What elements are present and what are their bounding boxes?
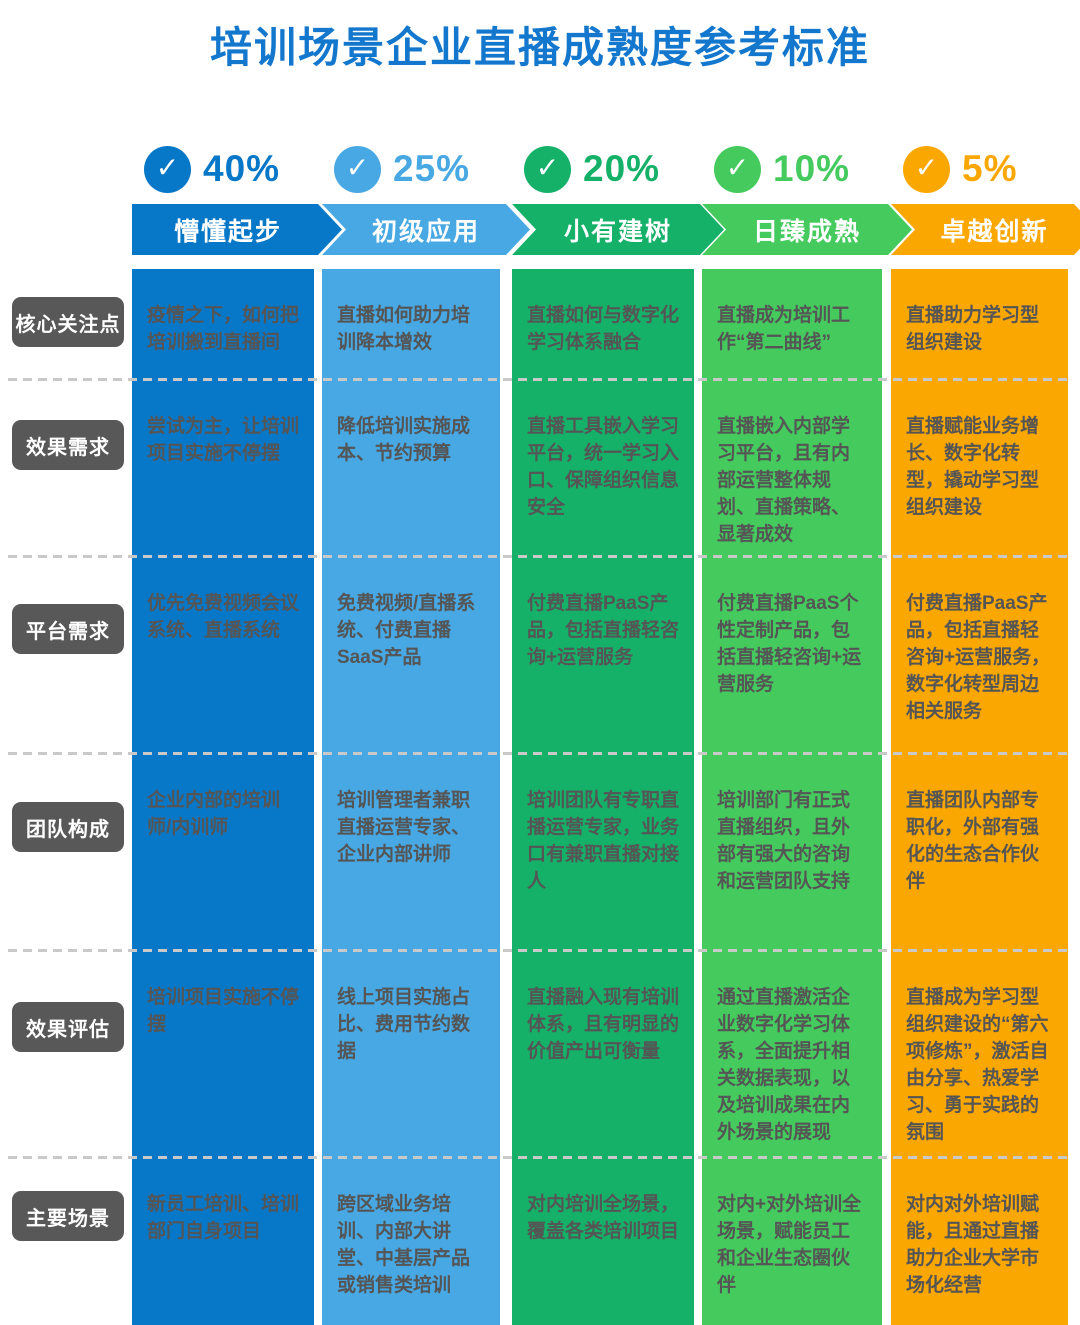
stage-arrow-label: 日臻成熟 <box>752 217 861 246</box>
matrix-cell: 直播嵌入内部学习平台，且有内部运营整体规划、直播策略、显著成效 <box>717 416 851 545</box>
matrix-cell: 疫情之下，如何把培训搬到直播间 <box>147 305 300 353</box>
stage-arrow-label: 懵懂起步 <box>173 217 282 246</box>
stage-column: 直播如何助力培训降本增效 降低培训实施成本、节约预算免费视频/直播系统、付费直播S… <box>322 269 500 1325</box>
check-circle-icon: ✓ <box>714 145 761 193</box>
matrix-cell: 直播融入现有培训体系，且有明显的价值产出可衡量 <box>527 987 680 1062</box>
row-divider-line <box>8 378 1069 381</box>
row-label: 效果需求 <box>12 420 124 470</box>
check-icon: ✓ <box>914 152 939 183</box>
row-divider-line <box>8 555 1069 558</box>
matrix-cell: 付费直播PaaS产品，包括直播轻咨询+运营服务 <box>527 593 680 668</box>
stage-arrow-header: 初级应用 <box>322 204 530 255</box>
matrix-cell: 直播赋能业务增长、数字化转型，撬动学习型组织建设 <box>906 416 1040 518</box>
check-icon: ✓ <box>345 152 370 183</box>
check-circle-icon: ✓ <box>903 145 950 193</box>
row-divider-line <box>8 1156 1069 1159</box>
matrix-cell: 直播成为培训工作“第二曲线” <box>717 305 851 353</box>
page-title: 培训场景企业直播成熟度参考标准 <box>209 24 870 71</box>
matrix-cell: 对内培训全场景，覆盖各类培训项目 <box>527 1194 680 1242</box>
stage-column: 直播助力学习型组织建设直播赋能业务增长、数字化转型，撬动学习型组织建设付费直播P… <box>891 269 1068 1325</box>
matrix-cell: 培训项目实施不停摆 <box>147 987 300 1035</box>
stage-percent-badge: ✓ 25% <box>322 143 500 195</box>
row-label: 平台需求 <box>12 604 124 654</box>
matrix-cell: 付费直播PaaS个性定制产品，包括直播轻咨询+运营服务 <box>717 593 862 695</box>
matrix-cell: 免费视频/直播系统、付费直播SaaS产品 <box>337 593 476 668</box>
matrix-cell: 直播如何助力培训降本增效 <box>337 305 471 353</box>
matrix-cell: 直播成为学习型组织建设的“第六项修炼”，激活自由分享、热爱学习、勇于实践的氛围 <box>906 987 1049 1143</box>
stage-percent-badge: ✓ 40% <box>132 143 314 195</box>
row-label: 主要场景 <box>12 1191 124 1241</box>
matrix-cell: 对内+对外培训全场景，赋能员工和企业生态圈伙伴 <box>717 1194 862 1296</box>
matrix-cell: 跨区域业务培训、内部大讲堂、中基层产品或销售类培训 <box>337 1194 471 1296</box>
matrix-cell: 培训团队有专职直播运营专家，业务口有兼职直播对接人 <box>527 790 680 892</box>
check-circle-icon: ✓ <box>144 145 191 193</box>
check-circle-icon: ✓ <box>334 145 381 193</box>
check-icon: ✓ <box>535 152 560 183</box>
stage-arrow-label: 卓越创新 <box>940 217 1049 246</box>
matrix-cell: 培训管理者兼职直播运营专家、企业内部讲师 <box>337 790 471 865</box>
matrix-cell: 对内对外培训赋能，且通过直播助力企业大学市场化经营 <box>906 1194 1040 1296</box>
stage-percent-label: 25% <box>393 148 471 189</box>
stage-percent-badge: ✓ 5% <box>891 143 1068 195</box>
stage-arrow-header: 懵懂起步 <box>132 204 342 255</box>
stage-percent-badge: ✓ 10% <box>702 143 882 195</box>
row-label: 效果评估 <box>12 1002 124 1052</box>
stage-arrow-label: 小有建树 <box>563 217 672 246</box>
matrix-cell: 线上项目实施占比、费用节约数据 <box>337 987 471 1062</box>
stage-percent-label: 10% <box>773 148 851 189</box>
matrix-cell: 优先免费视频会议系统、直播系统 <box>147 593 300 641</box>
stage-column: 直播成为培训工作“第二曲线” 直播嵌入内部学习平台，且有内部运营整体规划、直播策略… <box>702 269 882 1325</box>
row-label: 核心关注点 <box>12 297 124 347</box>
matrix-cell: 直播如何与数字化学习体系融合 <box>527 305 680 353</box>
row-divider-line <box>8 752 1069 755</box>
matrix-cell: 企业内部的培训师/内训师 <box>147 790 281 838</box>
stage-arrow-label: 初级应用 <box>371 217 480 246</box>
stage-arrow-header: 日臻成熟 <box>702 204 912 255</box>
stage-percent-label: 20% <box>583 148 661 189</box>
matrix-cell: 付费直播PaaS产品，包括直播轻咨询+运营服务，数字化转型周边相关服务 <box>906 593 1051 722</box>
check-icon: ✓ <box>725 152 750 183</box>
matrix-cell: 降低培训实施成本、节约预算 <box>337 416 471 464</box>
stage-column: 直播如何与数字化学习体系融合直播工具嵌入学习平台，统一学习入口、保障组织信息安全… <box>512 269 694 1325</box>
matrix-cell: 培训部门有正式直播组织，且外部有强大的咨询和运营团队支持 <box>717 790 851 892</box>
matrix-cell: 通过直播激活企业数字化学习体系，全面提升相关数据表现，以及培训成果在内外场景的展… <box>717 987 851 1143</box>
matrix-cell: 直播助力学习型组织建设 <box>906 305 1040 353</box>
matrix-cell: 新员工培训、培训部门自身项目 <box>147 1194 300 1242</box>
matrix-cell: 直播工具嵌入学习平台，统一学习入口、保障组织信息安全 <box>527 416 680 518</box>
stage-arrow-header: 小有建树 <box>512 204 724 255</box>
stage-percent-badge: ✓ 20% <box>512 143 694 195</box>
stage-arrow-header: 卓越创新 <box>891 204 1080 255</box>
matrix-cell: 直播团队内部专职化，外部有强化的生态合作伙伴 <box>906 790 1040 892</box>
stage-column: 疫情之下，如何把培训搬到直播间 尝试为主，让培训项目实施不停摆 优先免费视频会议系统… <box>132 269 314 1325</box>
matrix-cell: 尝试为主，让培训项目实施不停摆 <box>147 416 300 464</box>
row-divider-line <box>8 949 1069 952</box>
stage-percent-label: 5% <box>962 148 1018 189</box>
stage-percent-label: 40% <box>203 148 281 189</box>
check-circle-icon: ✓ <box>524 145 571 193</box>
row-label: 团队构成 <box>12 802 124 852</box>
check-icon: ✓ <box>155 152 180 183</box>
